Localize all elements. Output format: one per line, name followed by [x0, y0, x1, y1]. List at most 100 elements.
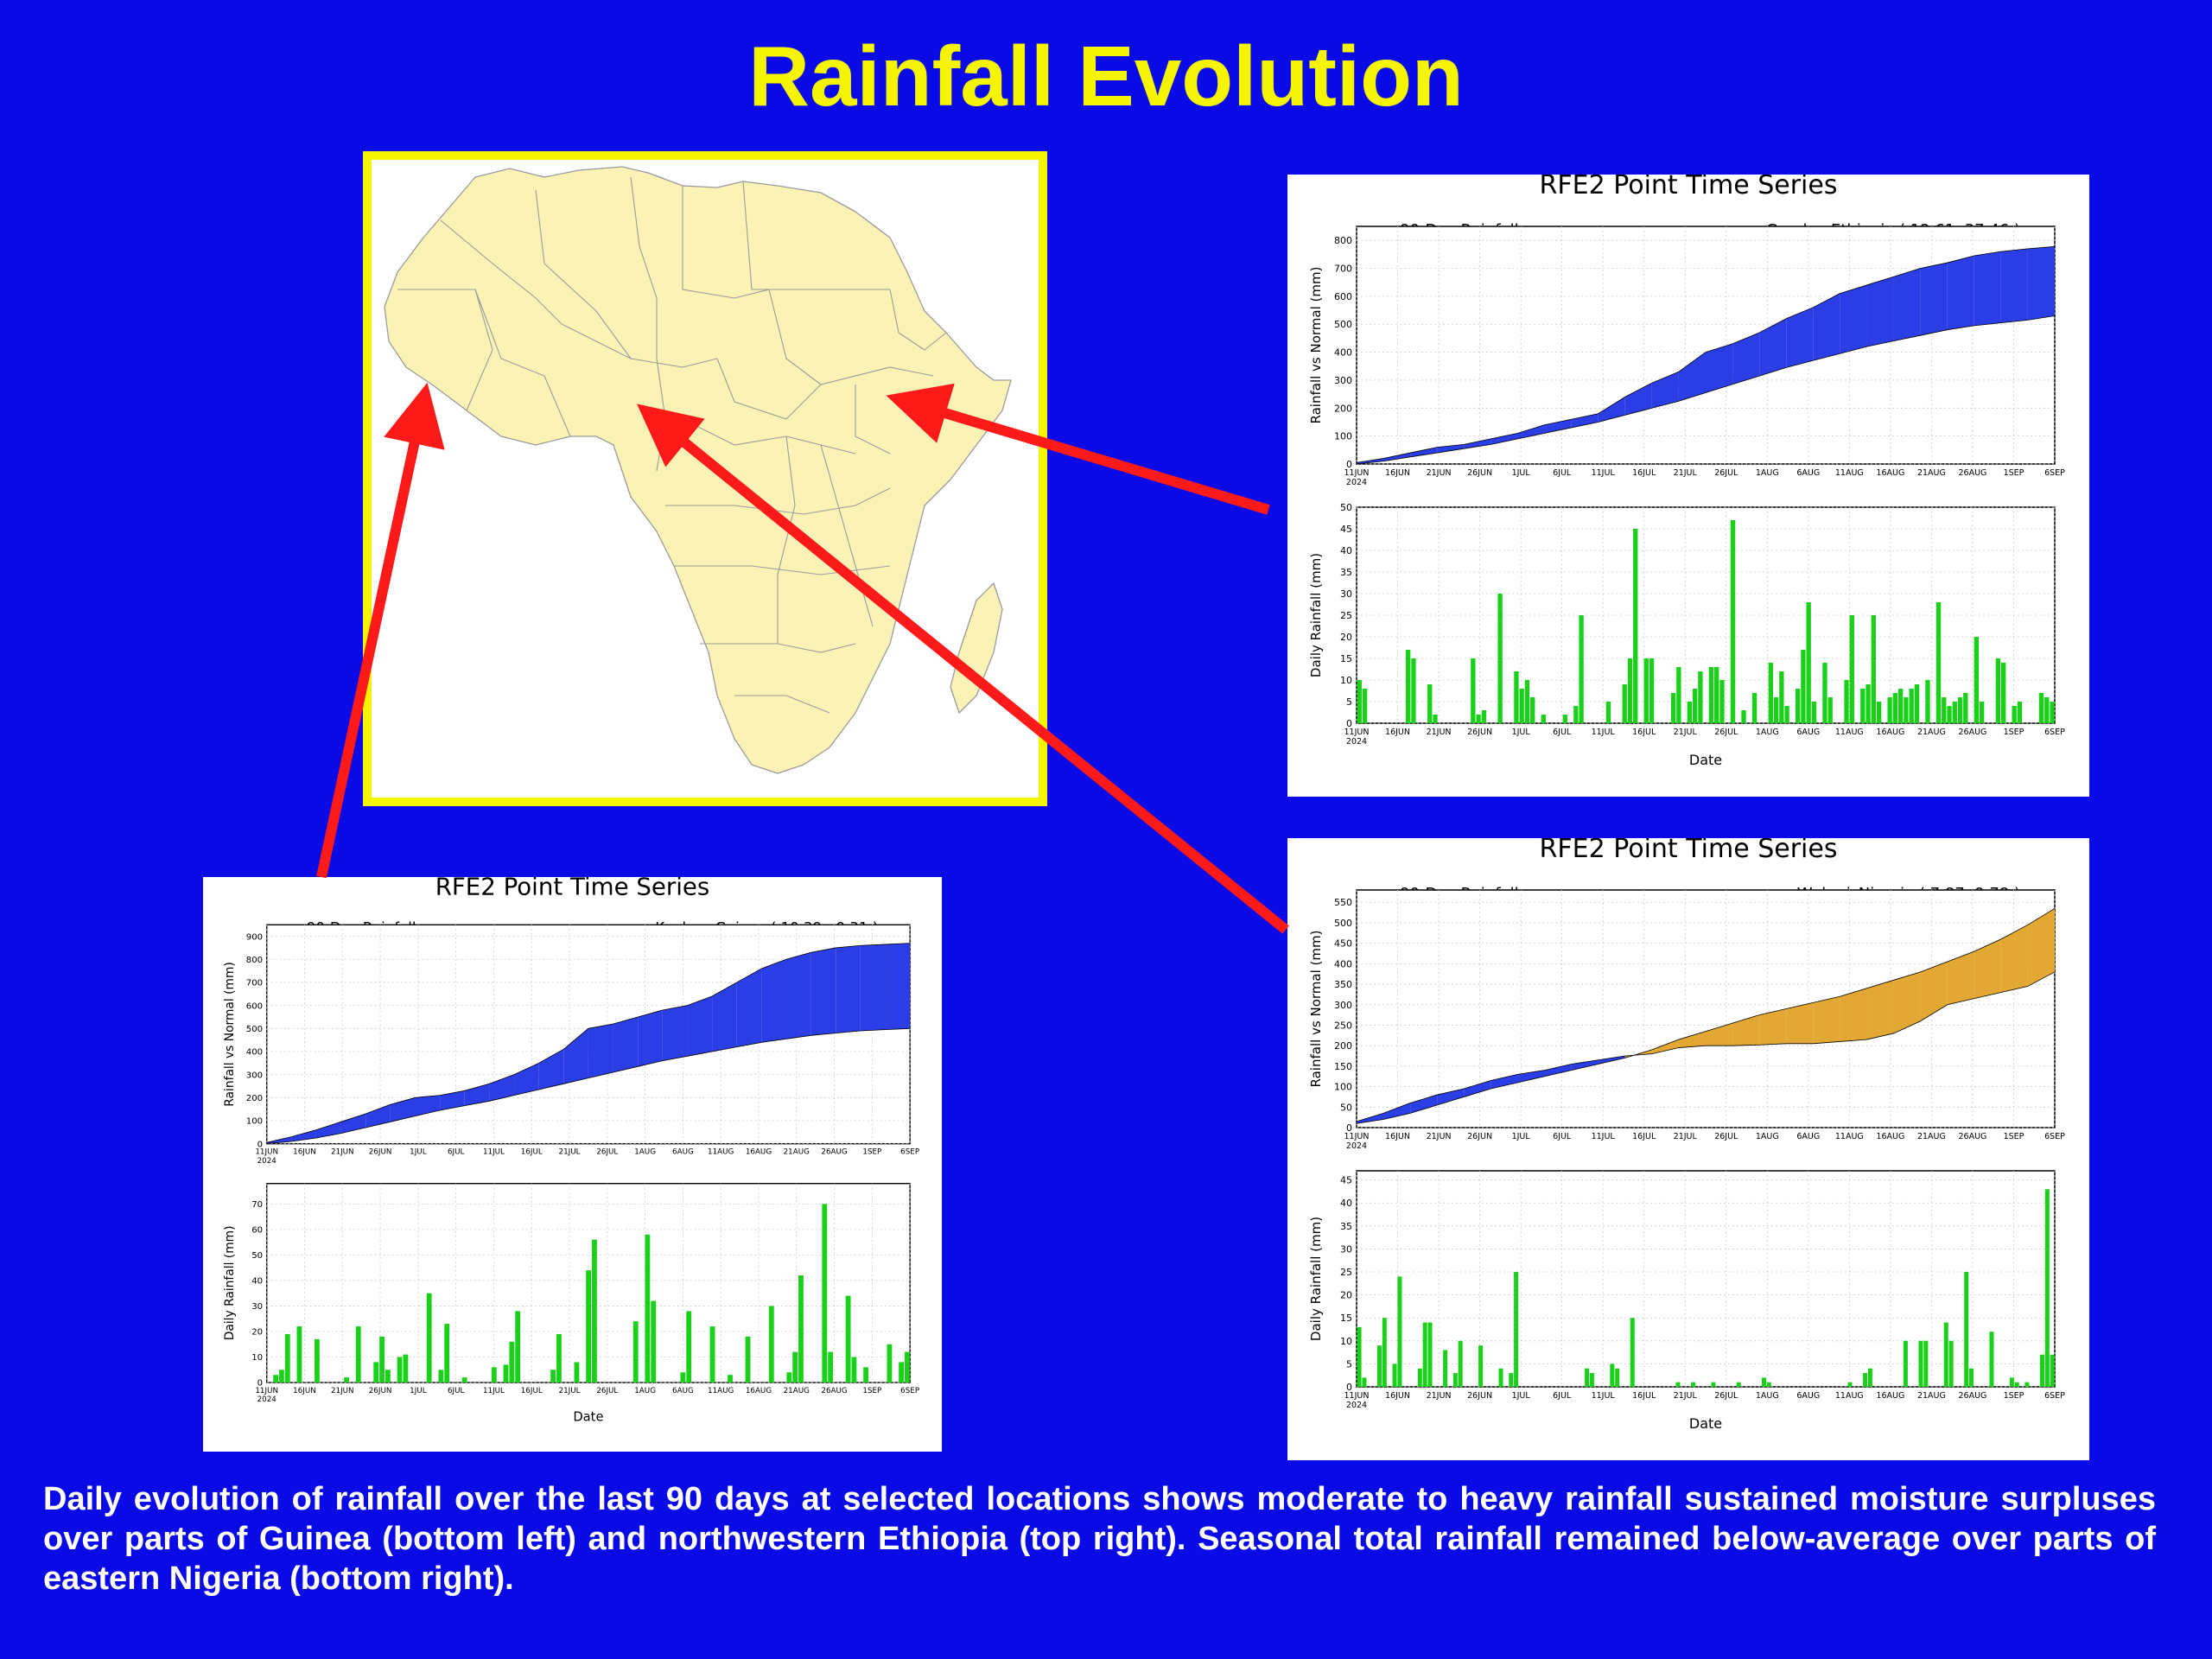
- daily-rainfall-bar: [1427, 1322, 1433, 1387]
- cumulative-x-tick-label: 21JUL: [559, 1148, 581, 1157]
- daily-x-tick-label: 11JUN: [255, 1387, 278, 1395]
- daily-rainfall-bar: [1936, 602, 1942, 723]
- daily-rainfall-bar: [845, 1295, 851, 1383]
- surplus-area: [1437, 1088, 1465, 1105]
- daily-rainfall-bar: [1605, 702, 1611, 723]
- daily-rainfall-bar: [550, 1370, 556, 1383]
- daily-rainfall-bar: [2038, 693, 2044, 723]
- cumulative-y-tick-label: 450: [1334, 938, 1352, 950]
- daily-rainfall-bar: [2012, 706, 2017, 723]
- surplus-area: [761, 959, 786, 1043]
- daily-rainfall-bar: [2000, 663, 2006, 723]
- surplus-area: [836, 945, 861, 1033]
- daily-rainfall-bar: [373, 1362, 379, 1383]
- cumulative-x-tick-label: 16JUL: [521, 1148, 543, 1157]
- deficit-area: [2027, 908, 2055, 987]
- surplus-area: [340, 1113, 366, 1134]
- cumulative-y-tick-label: 350: [1334, 979, 1352, 990]
- daily-x-tick-label: 16AUG: [1876, 728, 1904, 737]
- daily-y-axis-label: Daily Rainfall (mm): [1308, 1217, 1324, 1341]
- actual-rainfall-line: [1356, 971, 2056, 1122]
- surplus-area: [563, 1028, 588, 1084]
- daily-rainfall-bar: [426, 1293, 432, 1383]
- surplus-area: [638, 1009, 663, 1067]
- daily-rainfall-bar: [556, 1333, 562, 1383]
- daily-rainfall-bar: [1779, 671, 1784, 723]
- cumulative-x-tick-label: 1SEP: [2004, 468, 2024, 478]
- daily-rainfall-bar: [1357, 1326, 1362, 1387]
- surplus-area: [1437, 444, 1465, 454]
- daily-x-tick-label: 11JUN: [1344, 1391, 1370, 1401]
- daily-x-tick-label: 16JUN: [1385, 1391, 1410, 1401]
- daily-rainfall-bar: [645, 1234, 651, 1383]
- daily-rainfall-bar: [509, 1341, 515, 1383]
- cumulative-x-tick-label: 26JUN: [369, 1148, 392, 1157]
- surplus-area: [415, 1095, 441, 1116]
- daily-y-tick-label: 40: [1340, 545, 1352, 556]
- daily-rainfall-bar: [1947, 706, 1952, 723]
- cumulative-y-tick-label: 100: [1334, 431, 1352, 442]
- daily-x-tick-label: 16JUL: [1632, 1391, 1656, 1401]
- daily-rainfall-bar: [1741, 710, 1746, 723]
- surplus-area: [1383, 1103, 1411, 1120]
- deficit-area: [1678, 1031, 1706, 1048]
- cumulative-y-tick-label: 500: [1334, 319, 1352, 330]
- daily-rainfall-bar: [1866, 684, 1871, 723]
- daily-x-tick-label: 21AUG: [1917, 728, 1946, 737]
- daily-rainfall-bar: [1357, 680, 1362, 723]
- cumulative-y-tick-label: 600: [1334, 291, 1352, 302]
- daily-rainfall-bar: [461, 1377, 467, 1383]
- cumulative-x-tick-label: 2024: [1346, 1141, 1367, 1151]
- cumulative-y-tick-label: 0: [1346, 1122, 1352, 1134]
- cumulative-x-tick-label: 6SEP: [2044, 1132, 2065, 1141]
- daily-rainfall-bar: [1476, 715, 1481, 723]
- daily-x-tick-label: 6AUG: [1796, 728, 1820, 737]
- daily-rainfall-bar: [768, 1306, 774, 1383]
- daily-x-tick-label: 16AUG: [746, 1387, 772, 1395]
- surplus-area: [1410, 1095, 1438, 1114]
- daily-rainfall-bar: [1622, 684, 1627, 723]
- daily-rainfall-bar: [273, 1375, 279, 1383]
- surplus-area: [315, 1122, 341, 1138]
- daily-rainfall-bar: [1903, 1340, 1908, 1387]
- daily-y-tick-label: 30: [251, 1302, 263, 1312]
- surplus-area: [1410, 447, 1438, 457]
- cumulative-x-tick-label: 26JUL: [1714, 1132, 1738, 1141]
- normal-rainfall-line: [1356, 907, 2056, 1124]
- daily-x-tick-label: 6AUG: [672, 1387, 694, 1395]
- daily-x-tick-label: 2024: [1346, 1401, 1367, 1410]
- cumulative-y-tick-label: 500: [1334, 918, 1352, 929]
- cumulative-y-tick-label: 250: [1334, 1020, 1352, 1031]
- surplus-area: [1464, 438, 1491, 449]
- daily-rainfall-bar: [284, 1333, 290, 1383]
- actual-rainfall-line: [1356, 245, 2056, 463]
- daily-rainfall-bar: [1433, 715, 1438, 723]
- cumulative-y-tick-label: 0: [1346, 459, 1352, 470]
- cumulative-x-tick-label: 11JUN: [1344, 468, 1370, 478]
- x-axis-label: Date: [1689, 752, 1722, 768]
- deficit-area: [1651, 1039, 1679, 1054]
- chart-kankan: RFE2 Point Time Series90-Day RainfallKan…: [223, 877, 919, 1424]
- cumulative-x-tick-label: 1JUL: [410, 1148, 427, 1157]
- surplus-area: [860, 944, 886, 1031]
- daily-x-tick-label: 6SEP: [2044, 728, 2065, 737]
- daily-y-tick-label: 10: [251, 1353, 263, 1363]
- cumulative-y-tick-label: 300: [1334, 375, 1352, 386]
- daily-y-tick-label: 35: [1340, 1221, 1352, 1232]
- daily-y-tick-label: 25: [1340, 610, 1352, 621]
- daily-y-tick-label: 30: [1340, 588, 1352, 600]
- x-axis-label: Date: [573, 1409, 603, 1424]
- daily-rainfall-bar: [1610, 1363, 1615, 1387]
- daily-rainfall-bar: [1979, 702, 1985, 723]
- cumulative-x-tick-label: 21AUG: [784, 1148, 810, 1157]
- surplus-area: [810, 947, 836, 1036]
- daily-rainfall-bar: [503, 1364, 509, 1383]
- surplus-area: [1357, 1113, 1384, 1124]
- daily-x-tick-label: 21JUN: [331, 1387, 354, 1395]
- cumulative-x-tick-label: 1SEP: [862, 1148, 881, 1157]
- actual-rainfall-line: [266, 943, 911, 1143]
- cumulative-x-tick-label: 26AUG: [1958, 1132, 1986, 1141]
- daily-rainfall-bar: [355, 1326, 361, 1383]
- daily-rainfall-bar: [1714, 667, 1719, 723]
- x-axis-label: Date: [1689, 1415, 1722, 1432]
